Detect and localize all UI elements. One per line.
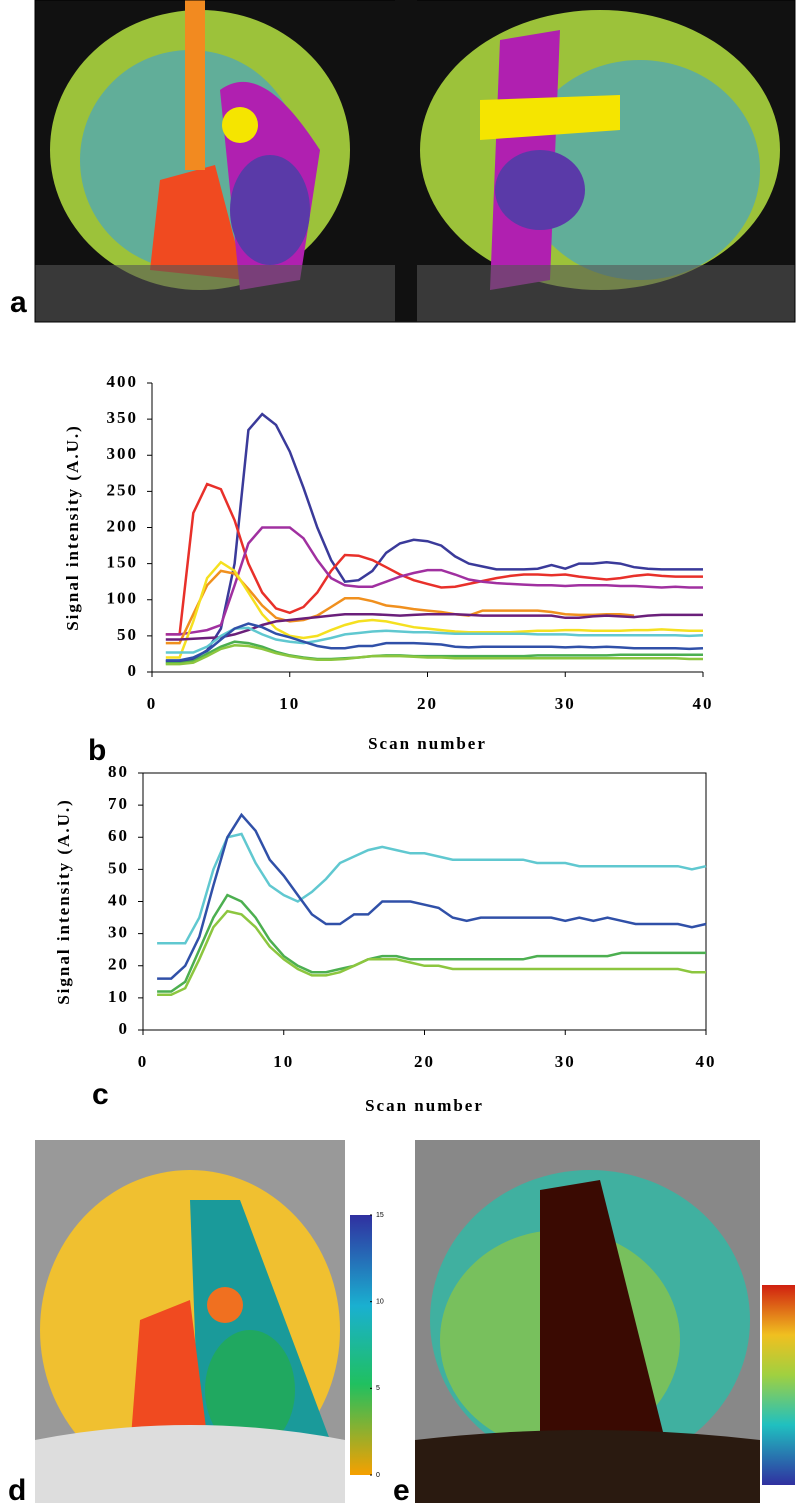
x-axis-label: Scan number	[365, 1096, 484, 1115]
y-tick-label: 0	[128, 661, 139, 680]
panel-label: a	[10, 286, 27, 319]
series-line	[157, 832, 707, 945]
panel-e-image	[415, 1140, 795, 1503]
x-tick-label: 30	[555, 1052, 576, 1071]
x-tick-label: 0	[147, 694, 158, 713]
colorbar-tick-label: 10	[376, 1299, 384, 1306]
y-tick-label: 350	[107, 408, 139, 427]
panel-d-image	[35, 1140, 372, 1503]
y-tick-label: 40	[108, 890, 129, 909]
y-tick-label: 80	[108, 762, 129, 781]
series-line	[165, 622, 704, 662]
y-tick-label: 20	[108, 955, 129, 974]
y-tick-label: 400	[107, 372, 139, 391]
y-tick-label: 50	[108, 858, 129, 877]
plot-frame	[142, 772, 707, 1031]
x-tick-label: 10	[279, 694, 300, 713]
series-line	[165, 612, 703, 641]
series-line	[157, 893, 706, 993]
series-line	[165, 560, 703, 659]
colorbar-tick-label: 15	[376, 1212, 384, 1219]
x-tick-label: 30	[555, 694, 576, 713]
y-tick-label: 70	[108, 794, 129, 813]
series-line	[165, 412, 703, 663]
series-line	[157, 909, 706, 996]
y-tick-label: 300	[107, 444, 139, 463]
series-line	[165, 482, 703, 636]
x-tick-label: 40	[696, 1052, 717, 1071]
panel-label: d	[8, 1474, 26, 1503]
y-tick-label: 10	[108, 987, 129, 1006]
colorbar-tick-label: 0	[376, 1472, 380, 1479]
series-line	[157, 812, 707, 980]
panel-label: e	[393, 1474, 410, 1503]
y-tick-label: 150	[107, 553, 139, 572]
x-tick-label: 0	[138, 1052, 149, 1071]
y-axis-label: Signal intensity (A.U.)	[54, 798, 73, 1005]
series-line	[165, 644, 703, 666]
y-axis-label: Signal intensity (A.U.)	[63, 424, 82, 631]
panel-label: c	[92, 1078, 109, 1111]
x-axis-label: Scan number	[368, 734, 487, 753]
y-tick-label: 250	[107, 480, 139, 499]
y-tick-label: 30	[108, 923, 129, 942]
x-tick-label: 20	[414, 1052, 435, 1071]
y-tick-label: 100	[107, 589, 139, 608]
y-tick-label: 200	[107, 516, 139, 535]
x-tick-label: 40	[693, 694, 714, 713]
x-tick-label: 10	[273, 1052, 294, 1071]
panel-a-image	[34, 0, 796, 323]
y-tick-label: 60	[108, 826, 129, 845]
series-line	[165, 526, 703, 636]
x-tick-label: 20	[417, 694, 438, 713]
panel-label: b	[88, 734, 106, 767]
y-tick-label: 50	[117, 625, 138, 644]
y-tick-label: 0	[119, 1019, 130, 1038]
colorbar-tick-label: 5	[376, 1385, 380, 1392]
series-line	[165, 640, 703, 665]
series-line	[165, 626, 704, 654]
